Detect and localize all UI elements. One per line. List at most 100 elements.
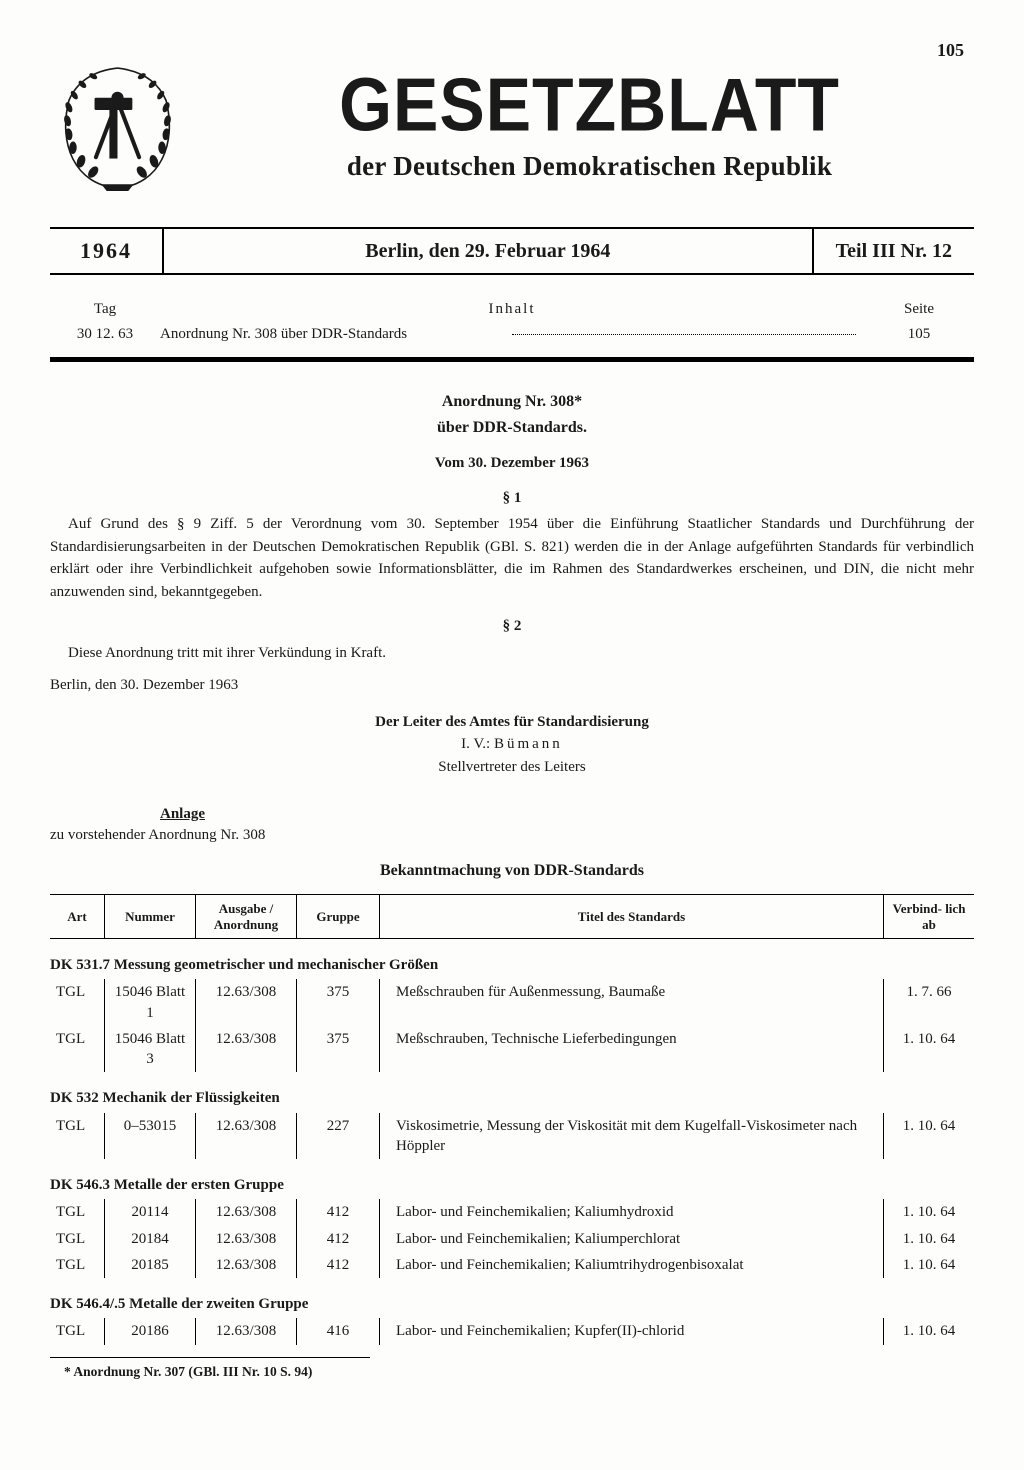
- cell-nummer: 20114: [105, 1199, 196, 1225]
- page-number: 105: [937, 40, 964, 61]
- sign-place-date: Berlin, den 30. Dezember 1963: [50, 674, 974, 697]
- col-nummer: Nummer: [105, 895, 196, 939]
- cell-verbind: 1. 10. 64: [884, 1252, 975, 1278]
- cell-art: TGL: [50, 1252, 105, 1278]
- cell-ausgabe: 12.63/308: [196, 1199, 297, 1225]
- toc-col-seite: Seite: [864, 301, 974, 318]
- table-section-heading: DK 546.3 Metalle der ersten Gruppe: [50, 1159, 974, 1199]
- ordinance-title-line2: über DDR-Standards.: [50, 416, 974, 440]
- cell-art: TGL: [50, 1113, 105, 1160]
- table-row: TGL2018612.63/308416Labor- und Feinchemi…: [50, 1318, 974, 1344]
- footnote: * Anordnung Nr. 307 (GBl. III Nr. 10 S. …: [50, 1364, 974, 1380]
- cell-gruppe: 227: [297, 1113, 380, 1160]
- signatory-title: Der Leiter des Amtes für Standardisierun…: [50, 711, 974, 734]
- toc-col-inhalt: Inhalt: [160, 301, 864, 318]
- table-row: TGL2011412.63/308412Labor- und Feinchemi…: [50, 1199, 974, 1225]
- cell-nummer: 15046 Blatt 1: [105, 979, 196, 1026]
- ordinance-date: Vom 30. Dezember 1963: [50, 452, 974, 475]
- cell-art: TGL: [50, 1026, 105, 1073]
- ordinance-body: Anordnung Nr. 308* über DDR-Standards. V…: [50, 390, 974, 778]
- col-ausgabe: Ausgabe / Anordnung: [196, 895, 297, 939]
- cell-ausgabe: 12.63/308: [196, 1113, 297, 1160]
- section-1-mark: § 1: [50, 487, 974, 510]
- paragraph-2: Diese Anordnung tritt mit ihrer Verkündu…: [50, 642, 974, 665]
- ordinance-title-line1: Anordnung Nr. 308*: [50, 390, 974, 414]
- table-row: TGL15046 Blatt 312.63/308375Meßschrauben…: [50, 1026, 974, 1073]
- cell-verbind: 1. 10. 64: [884, 1026, 975, 1073]
- issue-part-number: Teil III Nr. 12: [812, 229, 974, 273]
- cell-titel: Labor- und Feinchemikalien; Kaliumtrihyd…: [380, 1252, 884, 1278]
- table-row: TGL2018512.63/308412Labor- und Feinchemi…: [50, 1252, 974, 1278]
- cell-gruppe: 412: [297, 1252, 380, 1278]
- cell-titel: Viskosimetrie, Messung der Viskosität mi…: [380, 1113, 884, 1160]
- toc-entry-title: Anordnung Nr. 308 über DDR-Standards: [160, 326, 504, 343]
- table-row: TGL0–5301512.63/308227Viskosimetrie, Mes…: [50, 1113, 974, 1160]
- cell-verbind: 1. 10. 64: [884, 1199, 975, 1225]
- paragraph-1: Auf Grund des § 9 Ziff. 5 der Verordnung…: [50, 513, 974, 603]
- cell-gruppe: 375: [297, 979, 380, 1026]
- cell-nummer: 20184: [105, 1226, 196, 1252]
- issue-bar: 1964 Berlin, den 29. Februar 1964 Teil I…: [50, 227, 974, 275]
- issue-place-date: Berlin, den 29. Februar 1964: [164, 240, 812, 263]
- table-section-heading: DK 532 Mechanik der Flüssigkeiten: [50, 1072, 974, 1112]
- toc-col-tag: Tag: [50, 301, 160, 318]
- cell-ausgabe: 12.63/308: [196, 979, 297, 1026]
- toc-entry-date: 30 12. 63: [50, 326, 160, 343]
- cell-gruppe: 375: [297, 1026, 380, 1073]
- announcement-heading: Bekanntmachung von DDR-Standards: [50, 862, 974, 880]
- cell-verbind: 1. 10. 64: [884, 1318, 975, 1344]
- cell-titel: Labor- und Feinchemikalien; Kaliumperchl…: [380, 1226, 884, 1252]
- col-art: Art: [50, 895, 105, 939]
- cell-gruppe: 412: [297, 1226, 380, 1252]
- cell-nummer: 20186: [105, 1318, 196, 1344]
- cell-art: TGL: [50, 979, 105, 1026]
- footnote-rule: [50, 1357, 370, 1358]
- cell-nummer: 0–53015: [105, 1113, 196, 1160]
- standards-table: Art Nummer Ausgabe / Anordnung Gruppe Ti…: [50, 894, 974, 1345]
- cell-ausgabe: 12.63/308: [196, 1252, 297, 1278]
- cell-nummer: 15046 Blatt 3: [105, 1026, 196, 1073]
- issue-year: 1964: [50, 229, 164, 273]
- anlage-subtext: zu vorstehender Anordnung Nr. 308: [50, 827, 974, 844]
- cell-ausgabe: 12.63/308: [196, 1226, 297, 1252]
- masthead-text: GESETZBLATT der Deutschen Demokratischen…: [205, 73, 974, 183]
- signatory-prefix: I. V.:: [461, 736, 494, 752]
- cell-verbind: 1. 7. 66: [884, 979, 975, 1026]
- cell-ausgabe: 12.63/308: [196, 1318, 297, 1344]
- table-of-contents: Tag Inhalt Seite 30 12. 63 Anordnung Nr.…: [50, 301, 974, 362]
- col-gruppe: Gruppe: [297, 895, 380, 939]
- state-emblem-icon: [50, 60, 185, 195]
- table-section-heading: DK 531.7 Messung geometrischer und mecha…: [50, 939, 974, 980]
- table-row: TGL15046 Blatt 112.63/308375Meßschrauben…: [50, 979, 974, 1026]
- anlage-label: Anlage: [160, 806, 974, 823]
- section-2-mark: § 2: [50, 615, 974, 638]
- cell-art: TGL: [50, 1318, 105, 1344]
- signatory-name: Bümann: [494, 736, 563, 752]
- col-titel: Titel des Standards: [380, 895, 884, 939]
- cell-titel: Labor- und Feinchemikalien; Kaliumhydrox…: [380, 1199, 884, 1225]
- page: 105: [0, 0, 1024, 1470]
- table-row: TGL2018412.63/308412Labor- und Feinchemi…: [50, 1226, 974, 1252]
- cell-art: TGL: [50, 1226, 105, 1252]
- cell-verbind: 1. 10. 64: [884, 1113, 975, 1160]
- cell-gruppe: 412: [297, 1199, 380, 1225]
- cell-titel: Meßschrauben, Technische Lieferbedingung…: [380, 1026, 884, 1073]
- col-verbind: Verbind- lich ab: [884, 895, 975, 939]
- table-header-row: Art Nummer Ausgabe / Anordnung Gruppe Ti…: [50, 895, 974, 939]
- anlage-word: Anlage: [160, 806, 205, 822]
- cell-titel: Labor- und Feinchemikalien; Kupfer(II)-c…: [380, 1318, 884, 1344]
- toc-entry-page: 105: [864, 326, 974, 343]
- cell-art: TGL: [50, 1199, 105, 1225]
- publication-title: GESETZBLATT: [205, 69, 974, 140]
- cell-gruppe: 416: [297, 1318, 380, 1344]
- signatory-role: Stellvertreter des Leiters: [50, 756, 974, 779]
- cell-titel: Meßschrauben für Außenmessung, Baumaße: [380, 979, 884, 1026]
- signature-block: Der Leiter des Amtes für Standardisierun…: [50, 711, 974, 779]
- cell-nummer: 20185: [105, 1252, 196, 1278]
- table-section-heading: DK 546.4/.5 Metalle der zweiten Gruppe: [50, 1278, 974, 1318]
- toc-leader-dots: [512, 334, 856, 335]
- cell-verbind: 1. 10. 64: [884, 1226, 975, 1252]
- cell-ausgabe: 12.63/308: [196, 1026, 297, 1073]
- masthead: GESETZBLATT der Deutschen Demokratischen…: [50, 60, 974, 195]
- publication-subtitle: der Deutschen Demokratischen Republik: [205, 151, 974, 182]
